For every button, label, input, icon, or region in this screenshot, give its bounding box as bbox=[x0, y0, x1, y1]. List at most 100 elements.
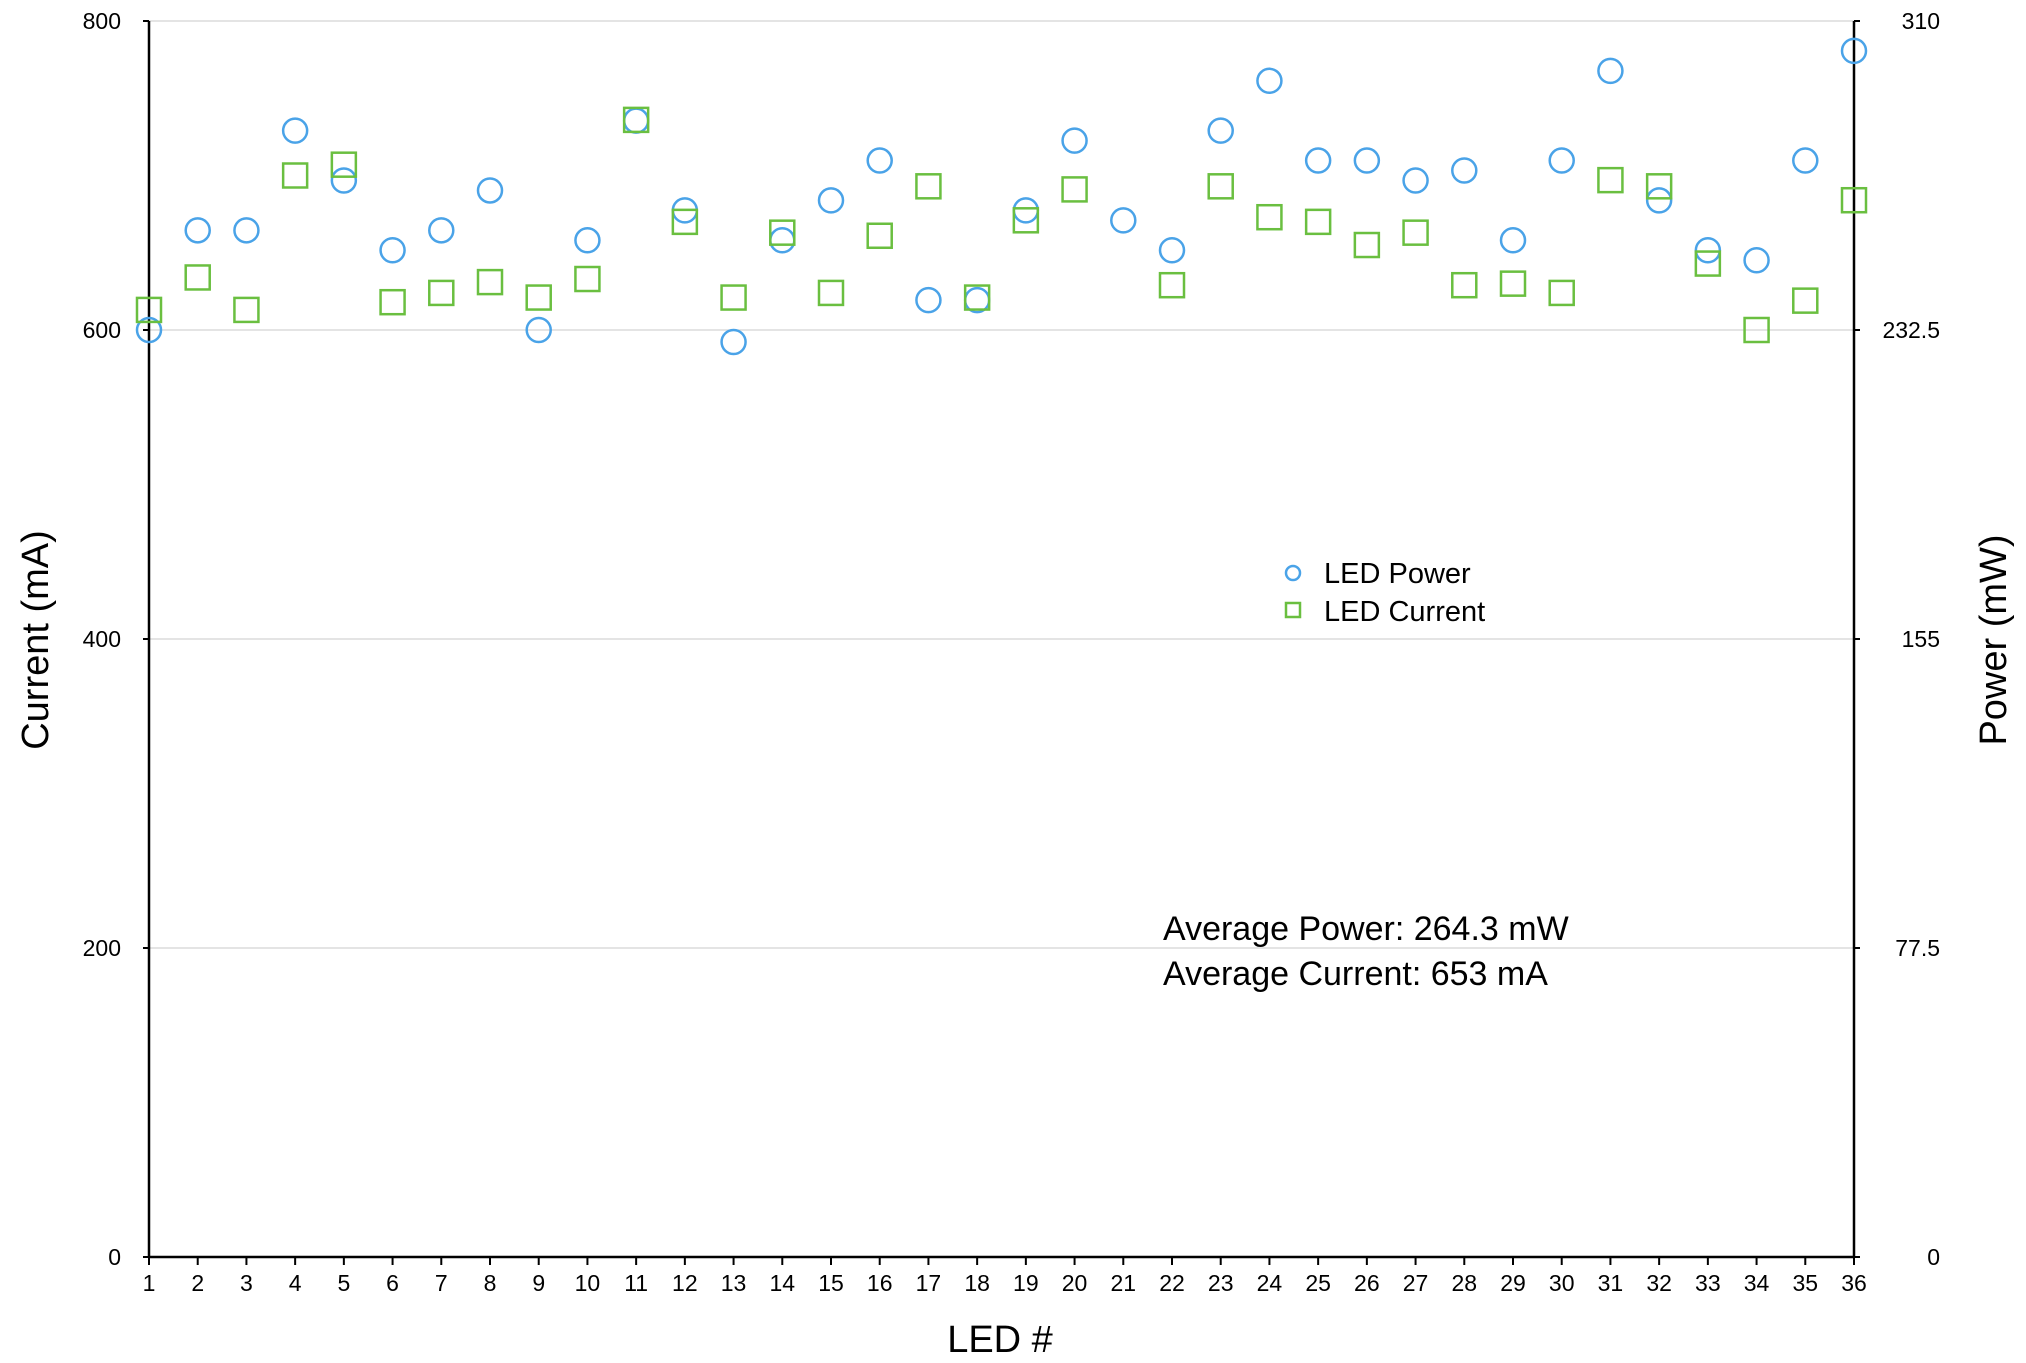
x-tick-label: 18 bbox=[964, 1270, 990, 1296]
legend: LED Power LED Current bbox=[1284, 558, 1485, 628]
current-point bbox=[135, 296, 163, 324]
y-axis-title: Current (mA) bbox=[15, 530, 57, 750]
x-tick-label: 7 bbox=[435, 1270, 448, 1296]
current-point bbox=[1645, 173, 1673, 200]
legend-power-marker bbox=[1284, 564, 1302, 582]
y2-tick-label: 77.5 bbox=[1895, 935, 1940, 961]
power-point bbox=[1207, 117, 1234, 144]
current-point bbox=[963, 284, 991, 311]
x-tick-label: 4 bbox=[289, 1270, 302, 1296]
current-point bbox=[574, 265, 601, 293]
current-point bbox=[1694, 250, 1722, 277]
power-point bbox=[1158, 237, 1186, 264]
power-point bbox=[476, 177, 504, 204]
power-point bbox=[184, 217, 211, 244]
current-point bbox=[1743, 316, 1770, 344]
average-power-annotation: Average Power: 264.3 mW bbox=[1163, 910, 1569, 948]
power-point bbox=[1110, 207, 1137, 234]
x-tick-label: 15 bbox=[818, 1270, 844, 1296]
x-tick-label: 9 bbox=[532, 1270, 545, 1296]
power-point bbox=[281, 117, 309, 144]
current-point bbox=[379, 288, 406, 316]
power-point bbox=[1499, 227, 1527, 254]
average-current-annotation: Average Current: 653 mA bbox=[1163, 955, 1548, 993]
x-tick-label: 13 bbox=[721, 1270, 747, 1296]
x-tick-label: 10 bbox=[575, 1270, 601, 1296]
y2-tick-label: 155 bbox=[1902, 626, 1940, 652]
current-point bbox=[1256, 203, 1283, 231]
current-point bbox=[476, 268, 504, 296]
y-tick-label: 200 bbox=[83, 935, 121, 961]
power-point bbox=[1451, 157, 1478, 184]
power-point bbox=[622, 107, 650, 134]
x-tick-label: 29 bbox=[1500, 1270, 1526, 1296]
x-tick-label: 27 bbox=[1403, 1270, 1429, 1296]
current-point bbox=[1402, 219, 1429, 246]
power-point bbox=[379, 237, 406, 264]
power-point bbox=[330, 167, 358, 194]
power-point bbox=[1840, 37, 1868, 65]
power-point bbox=[817, 187, 845, 214]
current-point bbox=[622, 106, 650, 134]
x-tick-label: 26 bbox=[1354, 1270, 1380, 1296]
power-point bbox=[233, 217, 260, 244]
legend-current-marker bbox=[1284, 601, 1302, 619]
power-point bbox=[915, 286, 942, 314]
x-tick-label: 12 bbox=[672, 1270, 698, 1296]
y-tick-label: 800 bbox=[83, 8, 121, 34]
x-tick-label: 5 bbox=[337, 1270, 350, 1296]
x-tick-label: 17 bbox=[916, 1270, 942, 1296]
power-point bbox=[428, 217, 455, 244]
x-tick-label: 28 bbox=[1451, 1270, 1477, 1296]
x-tick-label: 33 bbox=[1695, 1270, 1721, 1296]
power-point bbox=[574, 227, 601, 254]
current-point bbox=[1451, 271, 1478, 299]
x-tick-label: 14 bbox=[769, 1270, 795, 1296]
current-point bbox=[1012, 207, 1040, 234]
x-tick-label: 8 bbox=[484, 1270, 497, 1296]
x-tick-label: 21 bbox=[1110, 1270, 1136, 1296]
power-point bbox=[1304, 147, 1332, 174]
current-point bbox=[817, 279, 845, 307]
legend-power-label: LED Power bbox=[1324, 558, 1471, 590]
power-point bbox=[1645, 187, 1673, 214]
x-tick-label: 25 bbox=[1305, 1270, 1331, 1296]
x-tick-label: 32 bbox=[1646, 1270, 1672, 1296]
x-tick-label: 31 bbox=[1598, 1270, 1624, 1296]
power-point bbox=[769, 227, 796, 254]
power-point bbox=[1694, 237, 1722, 264]
current-point bbox=[281, 162, 309, 189]
y-tick-label: 0 bbox=[108, 1244, 121, 1270]
current-point bbox=[233, 296, 260, 324]
current-point bbox=[330, 151, 358, 178]
x-tick-label: 19 bbox=[1013, 1270, 1039, 1296]
x-tick-label: 36 bbox=[1841, 1270, 1867, 1296]
current-point bbox=[769, 219, 796, 246]
power-point bbox=[866, 147, 893, 174]
power-point bbox=[135, 316, 163, 344]
power-point bbox=[1792, 147, 1819, 174]
power-point bbox=[1597, 57, 1624, 85]
x-tick-label: 34 bbox=[1744, 1270, 1770, 1296]
x-tick-label: 22 bbox=[1159, 1270, 1185, 1296]
x-tick-label: 35 bbox=[1792, 1270, 1818, 1296]
current-point bbox=[1158, 271, 1186, 299]
current-point bbox=[1840, 186, 1868, 214]
x-axis-title: LED # bbox=[947, 1319, 1053, 1361]
x-tick-label: 6 bbox=[386, 1270, 399, 1296]
legend-current-label: LED Current bbox=[1324, 596, 1485, 628]
x-tick-label: 2 bbox=[191, 1270, 204, 1296]
current-point bbox=[184, 264, 211, 291]
data-marks bbox=[135, 37, 1868, 356]
current-point bbox=[1207, 173, 1234, 200]
y-tick-label: 400 bbox=[83, 626, 121, 652]
y2-tick-label: 0 bbox=[1927, 1244, 1940, 1270]
current-point bbox=[866, 222, 893, 250]
x-tick-label: 30 bbox=[1549, 1270, 1575, 1296]
power-point bbox=[720, 328, 747, 356]
y2-tick-label: 232.5 bbox=[1882, 317, 1940, 343]
power-point bbox=[1548, 147, 1575, 174]
current-point bbox=[1792, 287, 1819, 314]
current-point bbox=[1353, 231, 1381, 259]
